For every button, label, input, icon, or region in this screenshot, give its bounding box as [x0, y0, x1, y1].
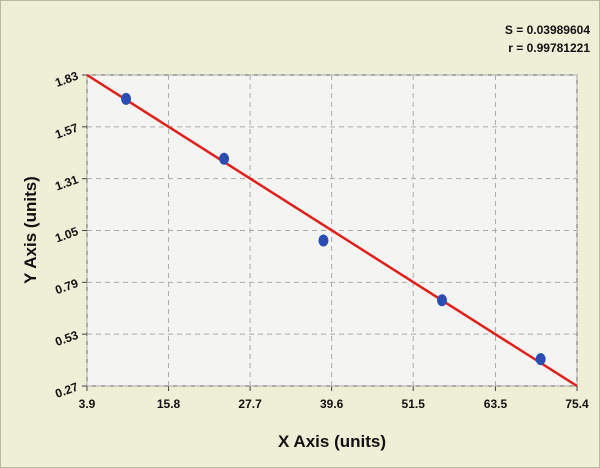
x-tick-label: 75.4: [565, 397, 589, 411]
x-tick-label: 3.9: [79, 397, 96, 411]
point: [436, 294, 447, 307]
x-tick-label: 63.5: [484, 397, 508, 411]
annotation: S = 0.03989604: [505, 23, 590, 37]
point: [318, 234, 329, 247]
x-axis-label: X Axis (units): [278, 432, 386, 451]
x-tick-label: 15.8: [157, 397, 181, 411]
annotation: r = 0.99781221: [508, 41, 590, 55]
x-tick-label: 51.5: [402, 397, 426, 411]
point: [121, 92, 132, 105]
x-tick-label: 39.6: [320, 397, 344, 411]
point: [535, 353, 546, 366]
fit-line: [86, 73, 578, 388]
point: [219, 152, 230, 165]
x-tick-label: 27.7: [238, 397, 262, 411]
y-axis-label: Y Axis (units): [21, 176, 40, 284]
